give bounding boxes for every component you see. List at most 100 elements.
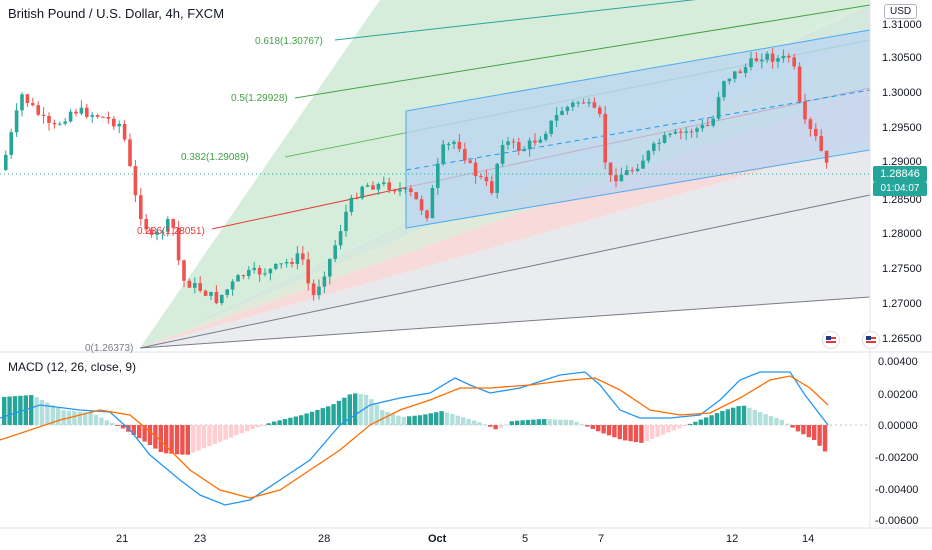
candle [749, 58, 753, 68]
macd-histogram-bar [482, 424, 487, 426]
candle [171, 219, 175, 228]
macd-histogram-bar [612, 425, 617, 438]
macd-histogram-bar [650, 425, 655, 439]
macd-histogram-bar [250, 425, 255, 430]
candle [490, 181, 494, 193]
us-flag-icon[interactable] [822, 331, 840, 349]
macd-histogram-bar [423, 414, 428, 425]
candle [533, 140, 537, 143]
candle [581, 102, 586, 104]
macd-histogram-bar [77, 411, 82, 425]
macd-histogram-bar [493, 425, 498, 430]
macd-histogram-bar [207, 425, 212, 447]
macd-histogram-bar [579, 424, 585, 426]
candle [592, 102, 597, 108]
macd-histogram-bar [525, 419, 531, 425]
macd-histogram-bar [201, 425, 207, 449]
fib-zone-0 [140, 140, 870, 348]
candle [360, 186, 364, 199]
candle [414, 192, 418, 200]
macd-histogram-bar [255, 425, 261, 428]
candle [328, 258, 332, 277]
macd-histogram-bar [639, 425, 644, 443]
candle [106, 116, 111, 119]
last-price-badge: 1.28846 [873, 166, 927, 182]
currency-button[interactable]: USD [884, 4, 918, 19]
candle [101, 116, 105, 118]
candle [511, 141, 516, 143]
candle [792, 57, 796, 67]
candle [58, 123, 62, 125]
candle [144, 219, 148, 230]
candle [176, 227, 181, 261]
macd-histogram-bar [434, 412, 439, 425]
fib-label-0236: 0.236(1.28051) [137, 226, 205, 237]
symbol-title[interactable]: British Pound / U.S. Dollar, 4h, FXCM [8, 6, 225, 21]
macd-histogram-bar [806, 425, 811, 438]
macd-title[interactable]: MACD (12, 26, close, 9) [8, 360, 137, 374]
candle [430, 187, 435, 219]
macd-histogram-bar [115, 425, 120, 426]
candle [754, 58, 759, 62]
candle [824, 150, 829, 163]
macd-histogram-bar [39, 399, 45, 425]
macd-histogram-bar [131, 425, 136, 435]
candle [257, 268, 262, 275]
macd-histogram-bar [315, 409, 320, 425]
bar-countdown-badge: 01:04:07 [873, 182, 927, 196]
macd-histogram-bar [299, 415, 304, 425]
candle [538, 139, 543, 143]
time-tick: 5 [522, 533, 529, 545]
macd-histogram-bar [12, 396, 18, 425]
candle [500, 145, 505, 164]
fib-line-0b [139, 296, 871, 349]
macd-histogram-bar [450, 414, 455, 425]
price-tick: 1.30500 [882, 52, 922, 64]
candle [52, 122, 57, 125]
price-tick: 1.28500 [882, 194, 922, 206]
candle [425, 210, 429, 219]
macd-histogram-bar [569, 419, 574, 425]
macd-histogram-bar [326, 406, 331, 425]
macd-histogram-bar [455, 415, 460, 425]
fib-label-0382: 0.382(1.29089) [181, 152, 249, 163]
candle [403, 188, 408, 190]
price-tick: 1.27500 [882, 263, 922, 275]
macd-histogram-bar [218, 425, 223, 442]
macd-histogram-bar [725, 409, 730, 425]
time-tick: 7 [598, 533, 605, 545]
candle [79, 107, 84, 114]
time-tick: 23 [194, 533, 207, 545]
macd-histogram-bar [331, 404, 336, 425]
candle [9, 132, 13, 155]
macd-histogram-bar [466, 418, 471, 425]
macd-histogram-bar [428, 413, 433, 425]
fib-label-0: 0(1.26373) [85, 343, 133, 354]
macd-histogram-bar [196, 425, 201, 451]
macd-histogram-bar [180, 425, 185, 455]
candle [47, 115, 51, 123]
candle [90, 115, 94, 117]
candle [797, 66, 802, 102]
candle [652, 143, 656, 151]
macd-histogram-bar [347, 394, 352, 425]
candle [565, 106, 570, 112]
macd-histogram-bar [509, 421, 514, 425]
us-flag-icon[interactable] [862, 331, 880, 349]
macd-histogram-bar [477, 422, 482, 425]
candle [155, 231, 159, 235]
candle [706, 124, 710, 126]
candle [225, 289, 229, 295]
price-tick: 1.29500 [882, 122, 922, 134]
macd-histogram-bar [720, 410, 725, 425]
macd-histogram-bar [547, 419, 552, 425]
candle [571, 102, 575, 107]
candle [463, 149, 467, 161]
macd-histogram-group [2, 393, 828, 455]
price-tick: 1.30000 [882, 87, 922, 99]
macd-histogram-bar [401, 416, 406, 425]
macd-histogram-bar [245, 425, 250, 432]
time-tick: 14 [802, 533, 815, 545]
macd-histogram-bar [169, 425, 174, 454]
